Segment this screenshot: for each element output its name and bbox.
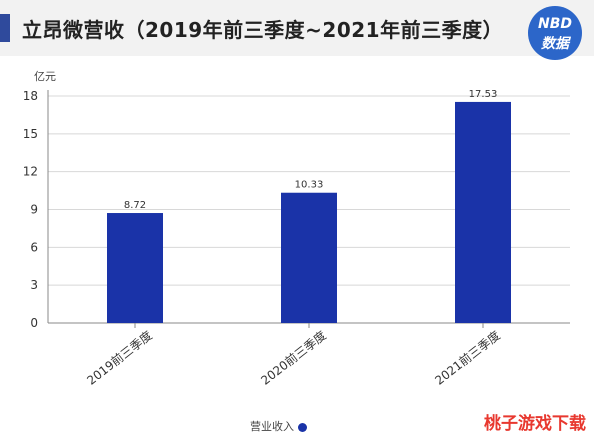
corner-logo: 桃子游戏下载 <box>484 414 586 434</box>
x-tick-label: 2021前三季度 <box>432 328 503 388</box>
bar <box>281 192 337 323</box>
x-tick-label: 2019前三季度 <box>84 328 155 388</box>
y-tick-label: 9 <box>30 203 38 217</box>
y-axis-unit-label: 亿元 <box>34 70 56 83</box>
y-tick-label: 3 <box>30 278 38 292</box>
y-tick-label: 0 <box>30 316 38 330</box>
badge-line-2: 数据 <box>541 36 569 52</box>
title-accent <box>0 14 10 42</box>
legend-label: 营业收入 <box>250 420 294 433</box>
data-label: 17.53 <box>469 89 498 100</box>
y-tick-label: 12 <box>23 165 38 179</box>
page-title: 立昂微营收（2019年前三季度~2021年前三季度） <box>22 18 504 42</box>
data-label: 8.72 <box>124 200 146 211</box>
legend: 营业收入 <box>250 418 307 434</box>
bar <box>107 213 163 323</box>
legend-swatch <box>298 422 307 432</box>
y-tick-label: 15 <box>23 127 38 141</box>
bar-chart: 亿元 0 3 6 9 12 15 18 8.72 2019前三季度 10.33 2020前三季度 17.… <box>23 70 570 388</box>
data-label: 10.33 <box>295 180 324 191</box>
header: 立昂微营收（2019年前三季度~2021年前三季度） NBD 数据 <box>0 0 594 60</box>
y-tick-label: 6 <box>30 240 38 254</box>
nbd-data-badge: NBD 数据 <box>528 6 582 60</box>
bar <box>455 101 511 324</box>
badge-line-1: NBD <box>537 16 572 32</box>
x-tick-label: 2020前三季度 <box>258 328 329 388</box>
y-tick-label: 18 <box>23 89 38 103</box>
